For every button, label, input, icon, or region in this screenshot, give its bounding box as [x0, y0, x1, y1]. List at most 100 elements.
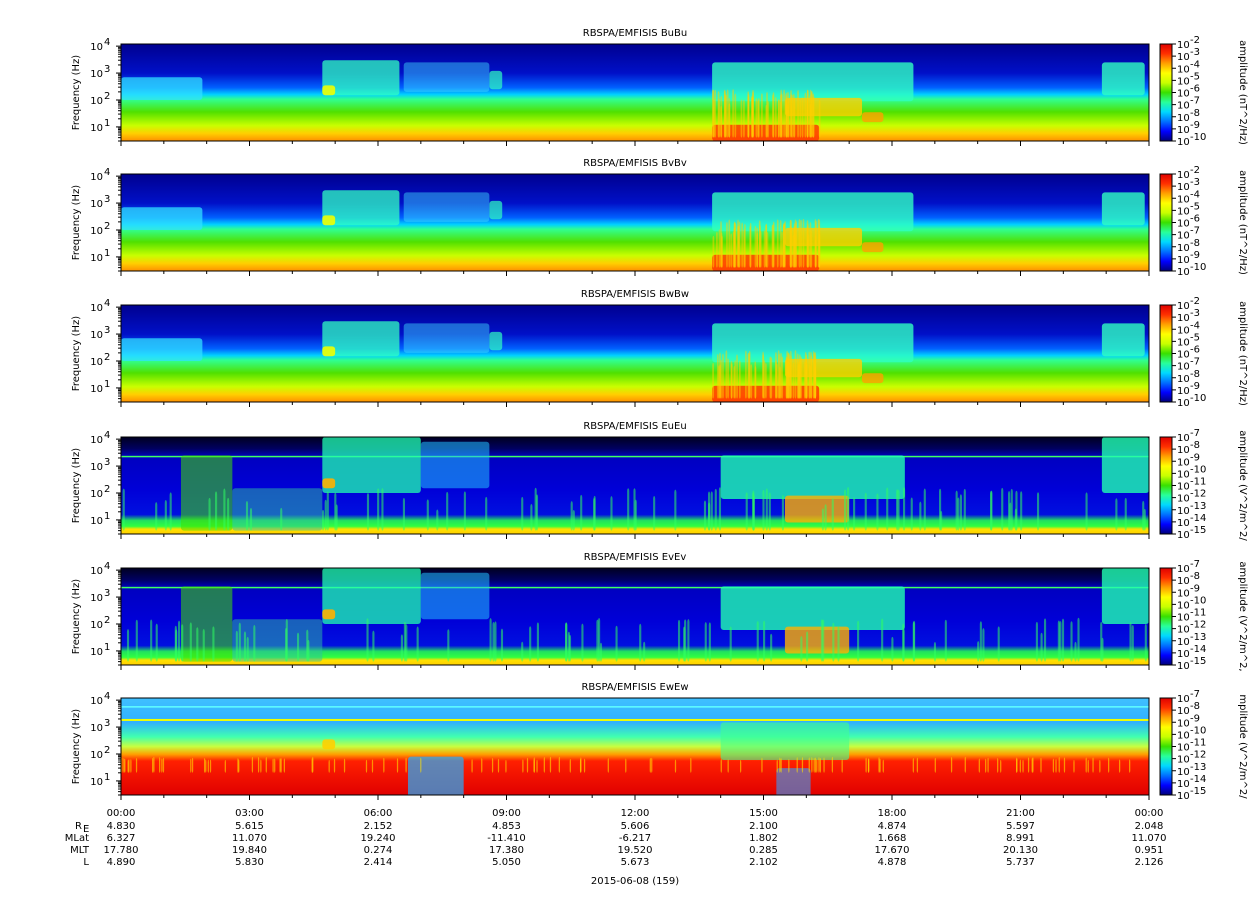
ephemeris-value: 8.991 [1006, 833, 1035, 844]
emission-streak [684, 619, 687, 662]
colorbar-tick-label: 10 [1177, 779, 1190, 790]
colorbar-label: amplitude (nT^2/Hz) [1237, 170, 1248, 275]
emission-streak [196, 627, 199, 662]
colorbar-tick-exponent: -14 [1190, 644, 1206, 655]
x-tick-label: 15:00 [749, 808, 778, 819]
colorbar-tick-label: 10 [1177, 661, 1190, 672]
ephemeris-value: 5.597 [1006, 821, 1035, 832]
emission-streak [739, 759, 742, 773]
emission-streak [985, 758, 987, 773]
emission-streak [704, 622, 707, 662]
emission-streak [126, 629, 130, 662]
emission-streak [957, 497, 960, 531]
emission-streak [708, 622, 711, 662]
emission-streak [174, 625, 177, 662]
emission-streak [722, 353, 724, 399]
colorbar-label: amplitude (V^2/m^2/ [1237, 430, 1248, 541]
y-axis-label: Frequency (Hz) [71, 579, 82, 655]
emission-streak [814, 359, 817, 399]
colorbar-tick-exponent: -5 [1190, 332, 1200, 343]
ephemeris-value: 0.274 [364, 845, 393, 856]
emission-streak [265, 757, 267, 773]
emission-streak [1085, 492, 1088, 531]
emission-streak [177, 620, 181, 662]
emission-streak [757, 100, 759, 138]
emission-streak [964, 756, 966, 773]
colorbar-tick-label: 10 [1177, 113, 1190, 124]
y-tick-exponent: 4 [104, 37, 110, 48]
emission-streak [959, 494, 962, 531]
emission-streak [396, 758, 399, 773]
emission-streak [800, 356, 802, 399]
emission-streak [772, 221, 775, 268]
x-tick-label: 09:00 [492, 808, 521, 819]
emission-streak [847, 486, 850, 531]
emission-streak [1131, 625, 1134, 662]
emission-streak [809, 365, 811, 399]
colorbar-tick-label: 10 [1177, 457, 1190, 468]
colorbar-tick-label: 10 [1177, 337, 1190, 348]
ephemeris-row-label-subscript: E [83, 824, 89, 835]
emission-streak [787, 91, 789, 138]
y-tick-exponent: 1 [104, 248, 110, 259]
emission-streak [1074, 641, 1077, 662]
emission-streak [982, 628, 985, 662]
colorbar-tick-label: 10 [1177, 718, 1190, 729]
emission-streak [765, 488, 768, 531]
colorbar-tick-label: 10 [1177, 649, 1190, 660]
colorbar-tick-exponent: -9 [1190, 120, 1200, 131]
colorbar-tick-exponent: -10 [1190, 725, 1206, 736]
emission-streak [1020, 491, 1023, 531]
emission-streak [803, 361, 806, 399]
colorbar-tick-label: 10 [1177, 694, 1190, 705]
emission-streak [978, 758, 980, 773]
emission-streak [831, 498, 834, 531]
colorbar-tick-exponent: -15 [1190, 786, 1206, 797]
ephemeris-value: 2.102 [749, 857, 778, 868]
emission-streak [607, 758, 609, 773]
emission-streak [729, 626, 732, 662]
ephemeris-row-label: R [75, 821, 82, 832]
emission-streak [1085, 757, 1087, 773]
emission-streak [311, 758, 313, 773]
emission-streak [227, 497, 230, 531]
emission-streak [719, 364, 721, 399]
colorbar-tick-exponent: -12 [1190, 489, 1206, 500]
spectral-line [121, 718, 1149, 721]
colorbar-tick-exponent: -11 [1190, 738, 1206, 749]
chorus-emission [403, 192, 490, 222]
emission-streak [779, 757, 781, 773]
emission-streak [944, 619, 947, 662]
emission-streak [762, 351, 764, 399]
emission-streak [155, 623, 158, 662]
emission-streak [809, 222, 812, 268]
emission-streak [902, 487, 906, 531]
emission-streak [674, 759, 677, 773]
spectrogram-image [121, 698, 1149, 795]
colorbar-tick-label: 10 [1177, 137, 1190, 148]
ephemeris-value: 5.050 [492, 857, 521, 868]
y-tick-exponent: 1 [104, 379, 110, 390]
emission-streak [162, 757, 165, 773]
chorus-emission [322, 437, 421, 493]
colorbar-label: amplitude (nT^2/Hz) [1237, 40, 1248, 145]
x-tick-label: 21:00 [1006, 808, 1035, 819]
emission-streak [402, 497, 406, 531]
colorbar-tick-label: 10 [1177, 588, 1190, 599]
emission-streak [610, 496, 613, 531]
emission-streak [806, 99, 809, 138]
emission-streak [780, 758, 782, 773]
emission-feature [322, 609, 336, 620]
colorbar-tick-exponent: -9 [1190, 583, 1200, 594]
colorbar-tick-exponent: -13 [1190, 632, 1206, 643]
emission-streak [857, 620, 860, 662]
ephemeris-value: 1.668 [878, 833, 907, 844]
y-tick-label: 10 [90, 566, 103, 577]
emission-streak [790, 219, 792, 268]
emission-streak [752, 495, 755, 531]
colorbar-tick-label: 10 [1177, 64, 1190, 75]
emission-streak [733, 365, 736, 399]
colorbar-tick-exponent: -8 [1190, 440, 1200, 451]
emission-streak [765, 104, 768, 138]
